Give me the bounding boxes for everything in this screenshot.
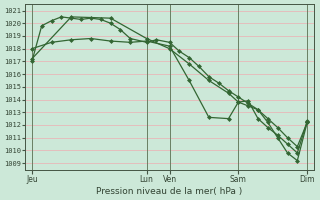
X-axis label: Pression niveau de la mer( hPa ): Pression niveau de la mer( hPa )	[96, 187, 243, 196]
